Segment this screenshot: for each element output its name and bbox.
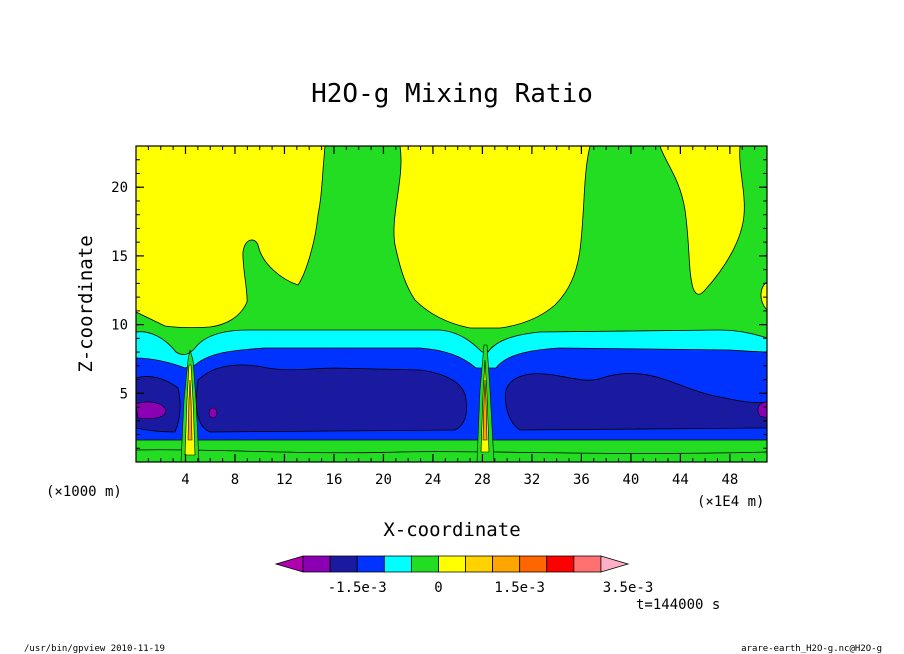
y-tick-label: 15 — [111, 249, 128, 265]
x-unit-left: (×1000 m) — [46, 484, 122, 500]
colorbar-swatch — [573, 555, 602, 573]
y-tick-label: 20 — [111, 180, 128, 196]
plume-left — [180, 349, 200, 462]
colorbar-swatch — [519, 555, 548, 573]
chart-title: H2O-g Mixing Ratio — [311, 79, 593, 109]
contour-plume-right-orange — [482, 379, 488, 441]
y-tick-label: 10 — [111, 318, 128, 334]
x-tick-label: 32 — [523, 472, 540, 488]
colorbar-swatch — [546, 555, 575, 573]
x-tick-label: 36 — [573, 472, 590, 488]
x-tick-label: 40 — [622, 472, 639, 488]
x-axis-label: X-coordinate — [383, 519, 520, 541]
colorbar-label: -1.5e-3 — [328, 580, 387, 596]
colorbar-swatch — [274, 555, 304, 573]
colorbar-swatch — [383, 555, 412, 573]
contour-navy-mid — [195, 364, 467, 433]
x-tick-label: 44 — [672, 472, 689, 488]
contour-purple-right — [757, 401, 767, 419]
contour-green-bottom — [136, 449, 767, 462]
time-label: t=144000 s — [636, 597, 720, 613]
x-axis-ticks: 4 8 12 16 20 24 28 32 36 40 44 48 — [135, 146, 768, 488]
colorbar-swatch — [438, 555, 466, 573]
x-unit-right: (×1E4 m) — [697, 494, 764, 510]
contour-navy-right — [505, 373, 767, 431]
contour-plume-left-orange — [187, 379, 193, 441]
purple-regions — [136, 401, 767, 420]
x-tick-label: 16 — [326, 472, 343, 488]
contour-yellow-right — [659, 146, 745, 295]
contour-purple-small — [208, 407, 218, 419]
contour-purple-left — [136, 401, 167, 420]
green-bottom-regions — [136, 449, 767, 462]
x-tick-label: 12 — [276, 472, 293, 488]
colorbar-swatch — [492, 555, 521, 573]
colorbar-label: 0 — [434, 580, 442, 596]
x-tick-label: 8 — [231, 472, 239, 488]
colorbar-label: 3.5e-3 — [603, 580, 654, 596]
y-axis-ticks: 5 10 15 20 — [111, 145, 767, 463]
plume-right — [476, 344, 495, 462]
colorbar-swatch — [600, 555, 630, 573]
colorbar: -1.5e-3 0 1.5e-3 3.5e-3 — [274, 555, 654, 596]
contour-yellow-center — [393, 146, 591, 329]
colorbar-swatch — [302, 555, 331, 573]
colorbar-label: 1.5e-3 — [494, 580, 545, 596]
colorbar-swatch — [410, 555, 439, 573]
footer-right: arare-earth_H2O-g.nc@H2O-g — [741, 644, 882, 654]
plot-frame — [135, 145, 768, 463]
yellow-regions — [136, 146, 767, 329]
x-tick-label: 48 — [721, 472, 738, 488]
colorbar-swatch — [465, 555, 494, 573]
colorbar-swatch — [356, 555, 385, 573]
x-tick-label: 28 — [474, 472, 491, 488]
colorbar-swatch — [329, 555, 358, 573]
contour-yellow-left — [136, 146, 326, 329]
plot-area — [136, 146, 767, 462]
x-tick-label: 24 — [425, 472, 442, 488]
footer-left: /usr/bin/gpview 2010-11-19 — [24, 644, 165, 654]
x-tick-label: 20 — [375, 472, 392, 488]
y-axis-label: Z-coordinate — [75, 235, 97, 372]
y-tick-label: 5 — [120, 386, 128, 402]
x-tick-label: 4 — [181, 472, 189, 488]
